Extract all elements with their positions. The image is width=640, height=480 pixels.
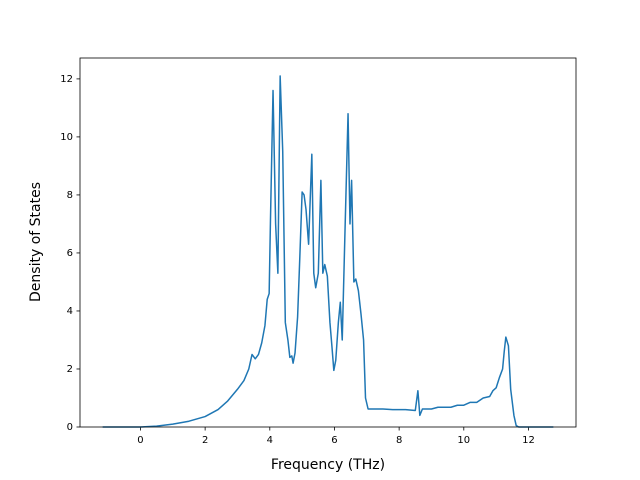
line <box>102 75 554 428</box>
y-axis-label: Density of States <box>28 182 44 302</box>
x-tick-label: 8 <box>396 435 402 446</box>
x-tick-label: 2 <box>202 435 208 446</box>
y-tick-label: 6 <box>67 248 73 259</box>
y-tick-label: 12 <box>60 74 73 85</box>
y-tick-label: 8 <box>67 190 73 201</box>
y-tick-label: 0 <box>67 422 73 433</box>
x-axis-label: Frequency (THz) <box>271 457 385 473</box>
x-tick-label: 6 <box>331 435 337 446</box>
plot-frame <box>79 57 577 428</box>
x-tick-label: 4 <box>267 435 273 446</box>
y-tick-label: 4 <box>67 306 73 317</box>
x-tick-label: 10 <box>457 435 470 446</box>
y-tick-label: 10 <box>60 132 73 143</box>
x-tick-label: 0 <box>137 435 143 446</box>
x-tick-label: 12 <box>522 435 535 446</box>
y-tick-label: 2 <box>67 364 73 375</box>
